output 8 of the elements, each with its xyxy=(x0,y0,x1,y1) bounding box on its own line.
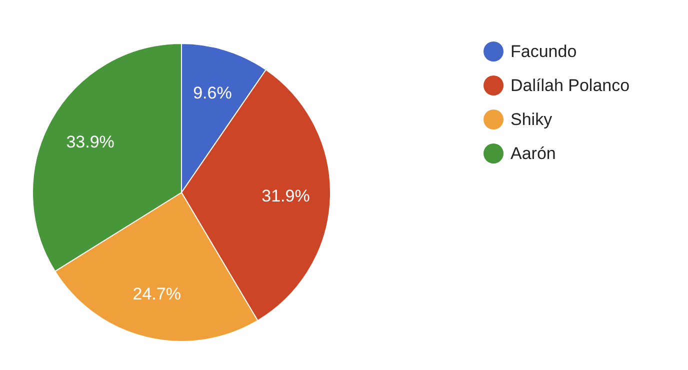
data-label: 31.9% xyxy=(262,186,310,206)
data-label: 9.6% xyxy=(193,83,232,102)
legend-label: Aarón xyxy=(510,144,556,163)
legend-label: Shiky xyxy=(510,110,553,129)
data-label: 24.7% xyxy=(132,284,181,304)
data-label: 33.9% xyxy=(66,132,114,152)
legend-label: Dalílah Polanco xyxy=(510,76,630,95)
legend-label: Facundo xyxy=(510,42,577,61)
